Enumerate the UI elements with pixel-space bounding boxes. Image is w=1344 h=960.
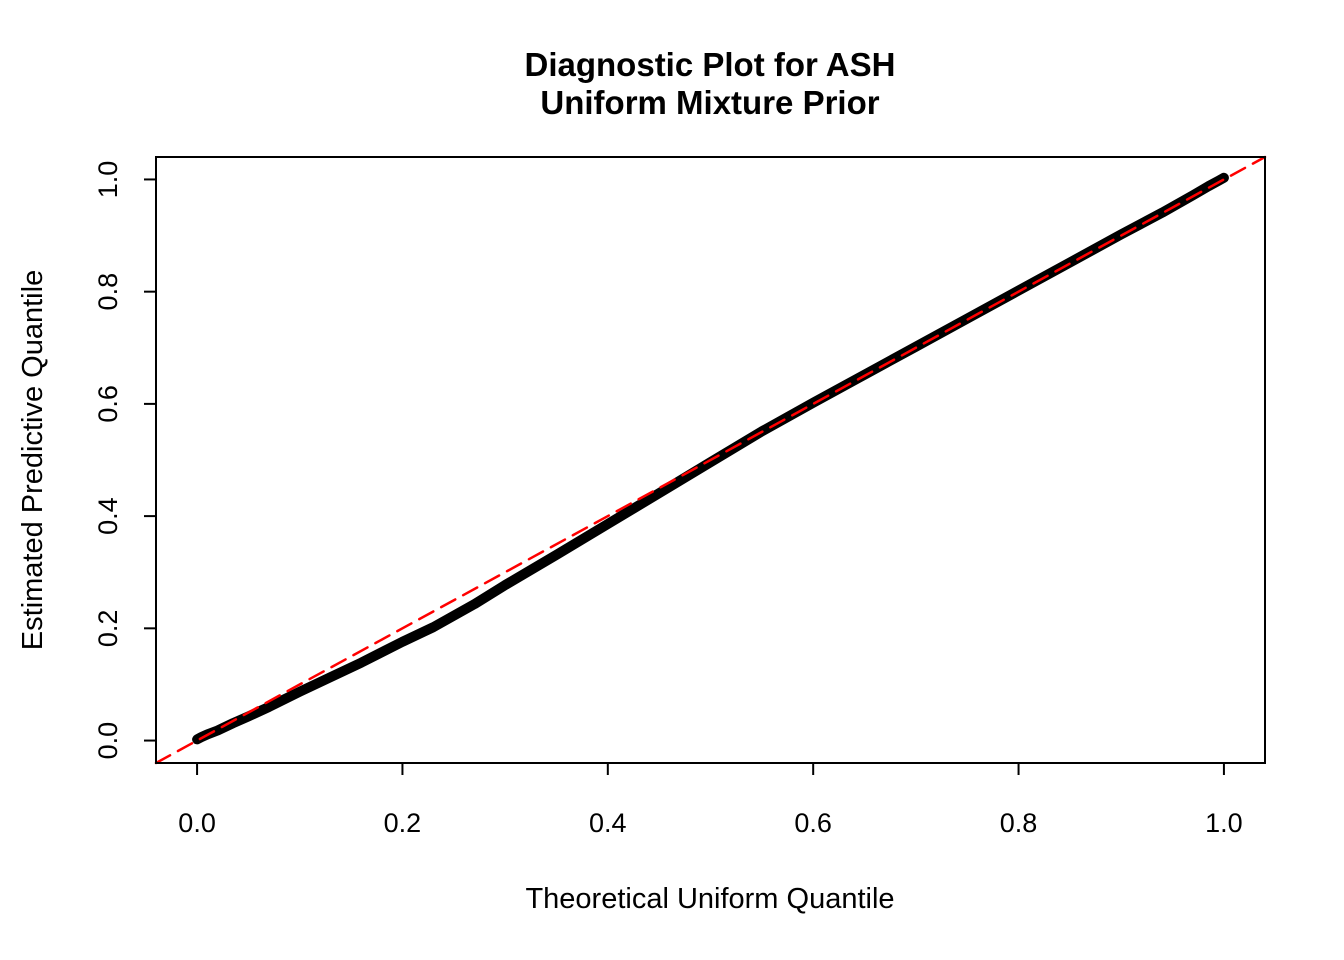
plot-border <box>155 156 1266 764</box>
x-axis-label: Theoretical Uniform Quantile <box>525 883 894 915</box>
y-tick-label: 0.2 <box>93 610 123 648</box>
y-tick-label: 0.8 <box>93 273 123 311</box>
x-tick-label: 0.0 <box>178 808 216 838</box>
y-tick-label: 0.6 <box>93 385 123 423</box>
y-tick-label: 1.0 <box>93 161 123 199</box>
axis-ticks-layer: 0.0 0.2 0.4 0.6 0.8 1.0 0.0 0.2 0.4 0.6 0.8 1.0 <box>93 161 1243 838</box>
chart-title-line-1: Diagnostic Plot for ASH <box>525 46 896 83</box>
y-tick-label: 0.0 <box>93 722 123 760</box>
x-tick-label: 1.0 <box>1205 808 1243 838</box>
x-tick-label: 0.6 <box>794 808 832 838</box>
series-path-identity-reference-line <box>154 155 1267 765</box>
x-tick-label: 0.2 <box>384 808 422 838</box>
y-tick-label: 0.4 <box>93 497 123 535</box>
x-tick-label: 0.4 <box>589 808 627 838</box>
chart-title-line-2: Uniform Mixture Prior <box>540 84 879 121</box>
x-tick-label: 0.8 <box>1000 808 1038 838</box>
y-axis-label: Estimated Predictive Quantile <box>17 270 49 650</box>
series-layer <box>154 155 1267 765</box>
